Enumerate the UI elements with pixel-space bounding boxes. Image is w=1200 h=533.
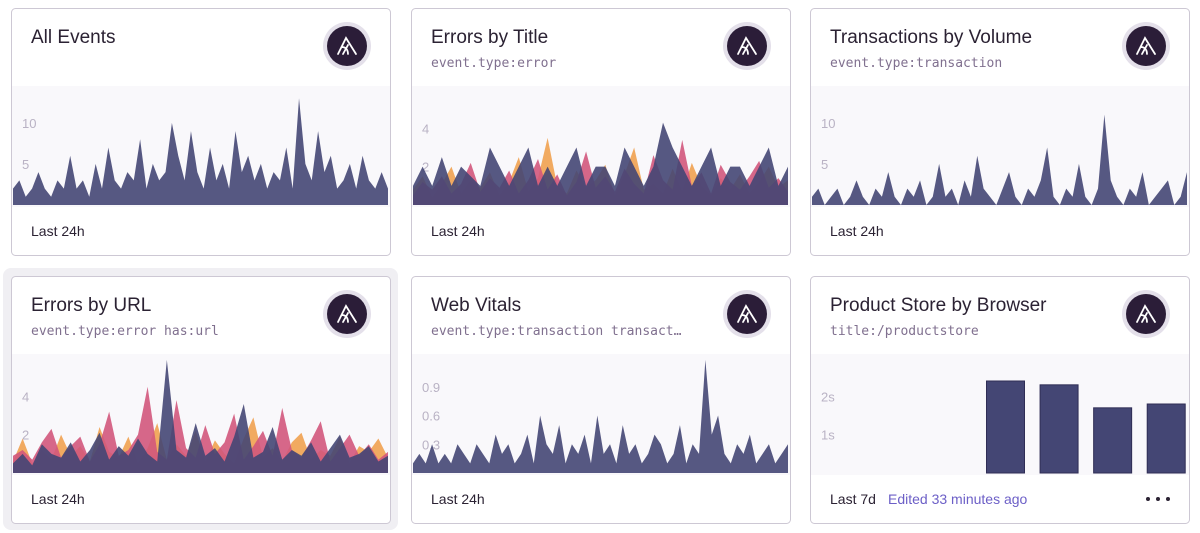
- widget-title: Errors by URL: [31, 295, 151, 316]
- y-tick-label: 2: [422, 160, 429, 175]
- edited-label: Edited 33 minutes ago: [888, 491, 1028, 507]
- area-series: [13, 386, 388, 473]
- widget-query: event.type:error has:url: [31, 324, 219, 339]
- logo-glyph: [1136, 36, 1156, 55]
- logo-glyph: [337, 36, 357, 55]
- widget-title: All Events: [31, 27, 115, 48]
- area-series: [413, 359, 788, 473]
- logo-glyph: [737, 36, 757, 55]
- y-tick-label: 2: [22, 428, 29, 443]
- widget-title: Errors by Title: [431, 27, 548, 48]
- y-tick-label: 10: [22, 116, 36, 131]
- y-tick-label: 10: [821, 116, 835, 131]
- bar: [1093, 407, 1133, 474]
- y-tick-label: 4: [22, 389, 29, 404]
- logo-glyph: [1136, 304, 1156, 323]
- widget-title: Transactions by Volume: [830, 27, 1032, 48]
- period-label: Last 24h: [31, 223, 85, 239]
- period-label: Last 7d: [830, 491, 876, 507]
- widget-query: event.type:transaction transact…: [431, 324, 682, 339]
- area-series: [413, 122, 788, 205]
- y-tick-label: 0.9: [422, 380, 440, 395]
- bar: [986, 380, 1025, 474]
- area-series: [13, 359, 388, 473]
- widget-query: event.type:error: [431, 56, 556, 71]
- period-label: Last 24h: [31, 491, 85, 507]
- y-tick-label: 5: [821, 157, 828, 172]
- menu-dot[interactable]: [1146, 497, 1150, 501]
- chart-area: [811, 86, 1189, 207]
- widget-title: Product Store by Browser: [830, 295, 1047, 316]
- bar: [1039, 384, 1079, 474]
- period-label: Last 24h: [431, 223, 485, 239]
- y-tick-label: 1s: [821, 428, 835, 443]
- y-tick-label: 0.6: [422, 409, 440, 424]
- y-tick-label: 5: [22, 157, 29, 172]
- y-tick-label: 4: [422, 121, 429, 136]
- widget-query: title:/productstore: [830, 324, 979, 339]
- period-label: Last 24h: [431, 491, 485, 507]
- y-tick-label: 2s: [821, 389, 835, 404]
- bar: [1146, 403, 1186, 474]
- menu-dot[interactable]: [1156, 497, 1160, 501]
- period-label: Last 24h: [830, 223, 884, 239]
- area-series: [13, 98, 388, 205]
- widget-title: Web Vitals: [431, 295, 521, 316]
- logo-glyph: [337, 304, 357, 323]
- menu-dot[interactable]: [1166, 497, 1170, 501]
- logo-glyph: [737, 304, 757, 323]
- widget-query: event.type:transaction: [830, 56, 1002, 71]
- y-tick-label: 0.3: [422, 437, 440, 452]
